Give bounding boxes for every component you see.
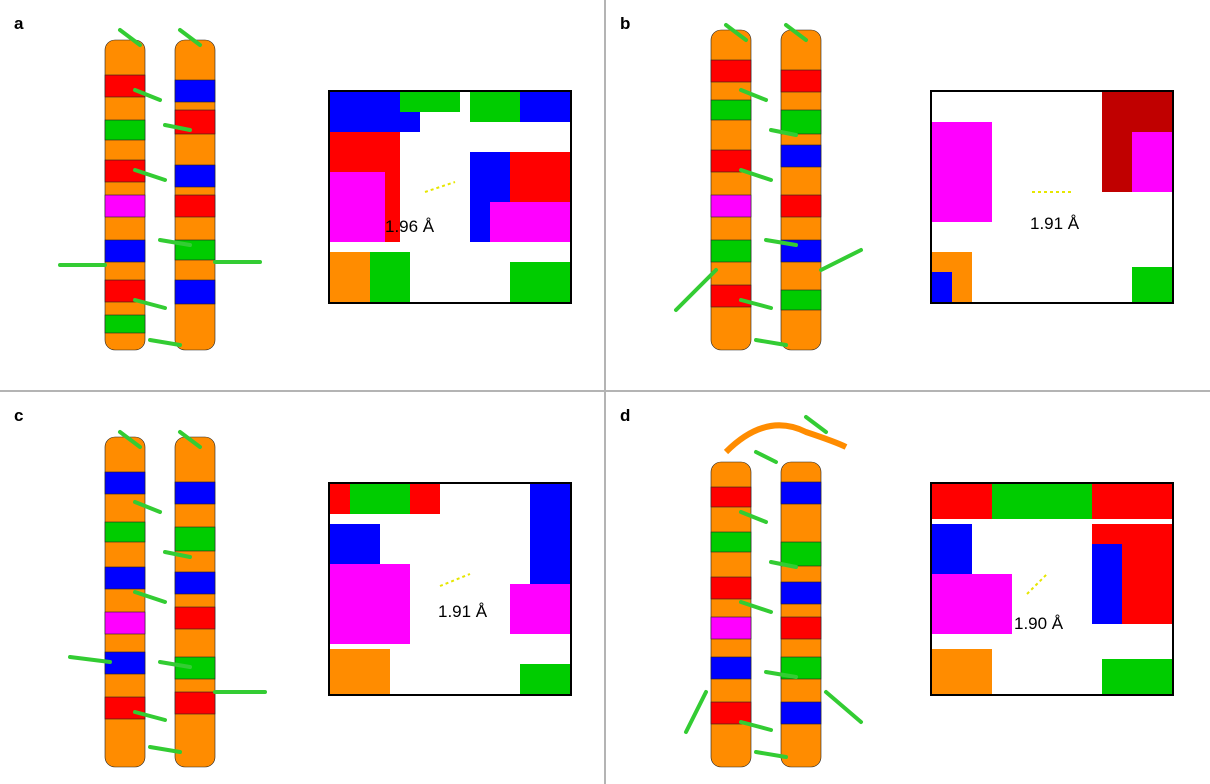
horizontal-divider xyxy=(0,390,1210,392)
panel-label-c: c xyxy=(14,406,24,425)
hbond-distance-a: 1.96 Å xyxy=(385,217,435,236)
helix-structure-b xyxy=(674,23,863,351)
panel-a: a xyxy=(0,0,604,390)
panel-label-a: a xyxy=(14,14,24,33)
panel-label-d: d xyxy=(620,406,631,425)
helix-structure-a xyxy=(58,28,262,351)
panel-d: d xyxy=(606,392,1210,784)
panel-c: c xyxy=(0,392,604,784)
hbond-distance-d: 1.90 Å xyxy=(1014,614,1064,633)
helix-structure-c xyxy=(68,430,267,768)
helix-structure-d xyxy=(684,415,863,768)
inset-closeup-c: 1.91 Å xyxy=(328,482,572,696)
panel-b: b xyxy=(606,0,1210,390)
vertical-divider xyxy=(604,0,606,784)
panel-label-b: b xyxy=(620,14,631,33)
hbond-distance-c: 1.91 Å xyxy=(438,602,488,621)
inset-closeup-b: 1.91 Å xyxy=(930,90,1174,304)
inset-closeup-d: 1.90 Å xyxy=(930,482,1174,696)
inset-closeup-a: 1.96 Å xyxy=(328,90,572,304)
hbond-distance-b: 1.91 Å xyxy=(1030,214,1080,233)
